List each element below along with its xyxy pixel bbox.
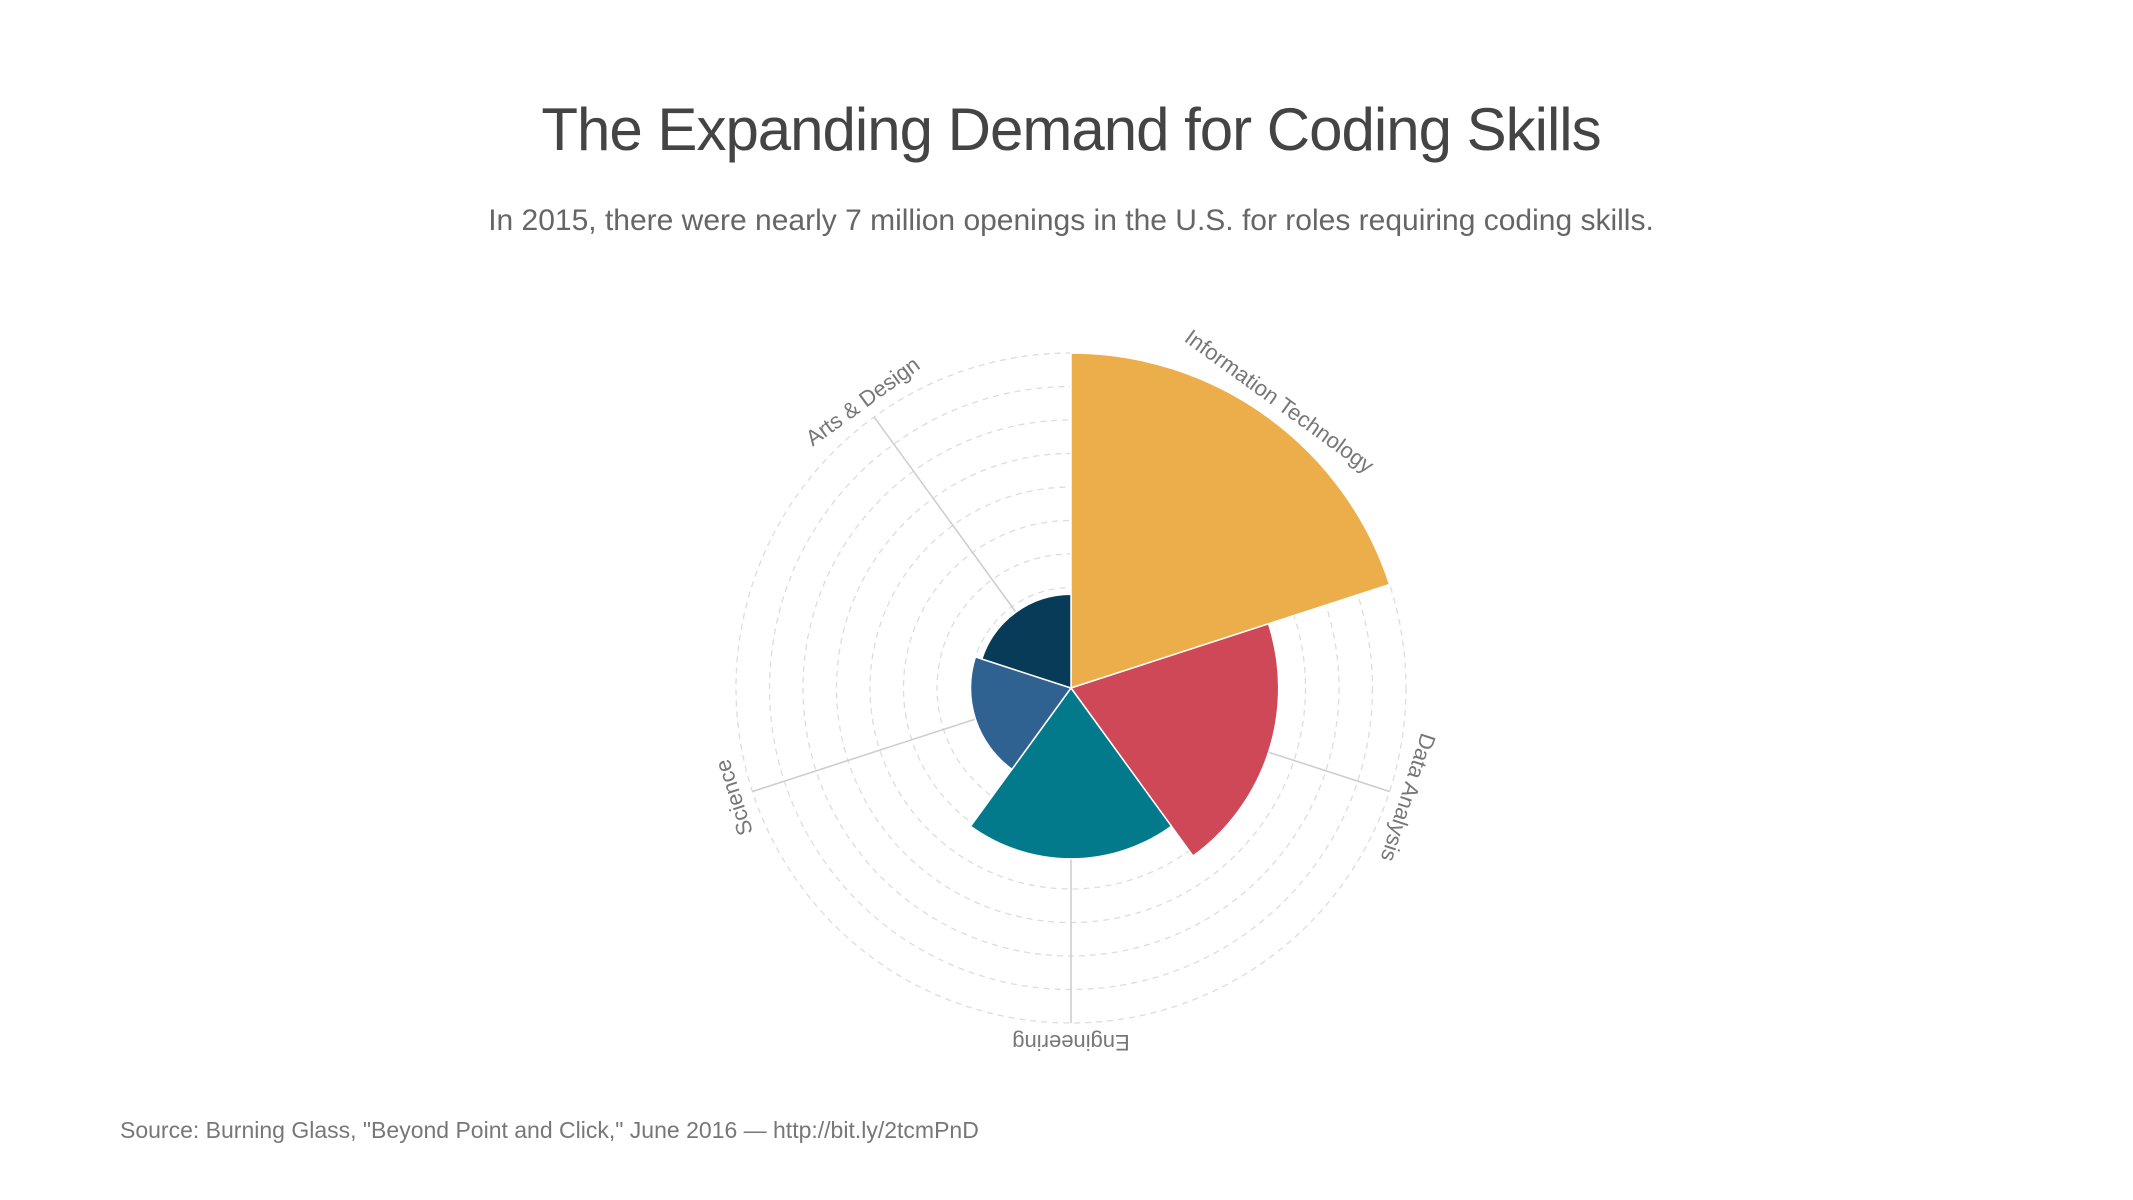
source-note: Source: Burning Glass, "Beyond Point and… [120, 1117, 979, 1143]
category-label: Data Analysis [1376, 730, 1441, 864]
category-label: Engineering [1012, 1030, 1129, 1055]
sector [969, 686, 1173, 860]
sector [1070, 352, 1391, 690]
sectors [969, 352, 1391, 860]
chart-subtitle: In 2015, there were nearly 7 million ope… [488, 204, 1654, 237]
category-label: Science [710, 756, 758, 838]
sector [969, 655, 1073, 771]
sector [1069, 622, 1280, 858]
chart-title: The Expanding Demand for Coding Skills [541, 96, 1600, 163]
sector [980, 593, 1072, 690]
